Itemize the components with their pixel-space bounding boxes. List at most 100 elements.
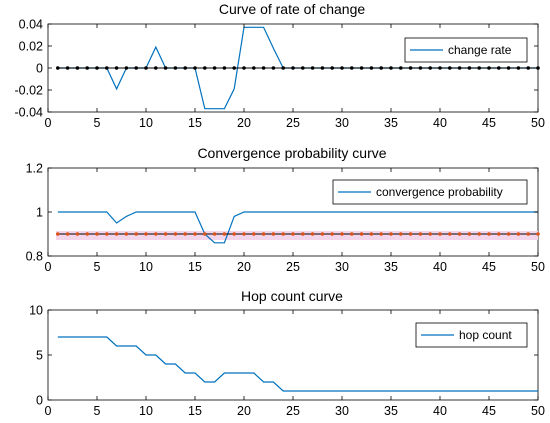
marker-point	[516, 66, 521, 70]
x-tick-label: 15	[188, 260, 202, 274]
marker-point	[173, 66, 178, 70]
marker-point	[448, 232, 452, 236]
marker-point	[399, 232, 403, 236]
marker-point	[134, 66, 138, 70]
marker-point	[536, 232, 540, 236]
y-tick-label: -0.04	[15, 106, 44, 120]
series-line-convergence-probability	[57, 211, 538, 244]
marker-point	[203, 66, 207, 70]
marker-point	[252, 66, 256, 70]
marker-point	[56, 66, 60, 70]
x-tick-label: 10	[139, 116, 153, 130]
marker-point	[526, 66, 530, 70]
marker-point	[261, 232, 266, 236]
y-tick-label: 1	[36, 206, 43, 220]
x-tick-label: 10	[139, 260, 153, 274]
marker-point	[65, 66, 70, 70]
marker-point	[261, 66, 266, 70]
x-tick-label: 25	[286, 260, 300, 274]
legend-hop-count: hop count	[415, 322, 528, 348]
x-tick-label: 40	[433, 260, 447, 274]
panel-hop-count: Hop count curve hop count 0 5 10 15 20 25 30 35…	[29, 288, 545, 418]
x-tick-label: 45	[482, 116, 496, 130]
x-tick-label: 40	[433, 116, 447, 130]
x-tick-label: 0	[45, 116, 52, 130]
marker-point	[467, 66, 472, 70]
y-tick-label: 0	[36, 394, 43, 408]
plot-hop-count	[57, 336, 538, 392]
marker-point	[310, 66, 315, 70]
marker-point	[291, 232, 295, 236]
y-tick-label: 10	[29, 304, 43, 318]
marker-point	[281, 66, 286, 70]
marker-point	[301, 232, 305, 236]
x-tick-label: 50	[531, 116, 545, 130]
x-tick-label: 30	[335, 116, 349, 130]
x-tick-label: 35	[384, 404, 398, 418]
marker-point	[75, 66, 80, 70]
x-tick-label: 5	[94, 116, 101, 130]
x-tick-label: 25	[286, 116, 300, 130]
x-tick-label: 5	[94, 404, 101, 418]
marker-point	[242, 232, 246, 236]
x-tick-label: 50	[531, 260, 545, 274]
marker-point	[340, 66, 344, 70]
marker-point	[301, 66, 305, 70]
x-tick-label: 15	[188, 116, 202, 130]
x-tick-label: 45	[482, 404, 496, 418]
title-convergence-probability: Convergence probability curve	[197, 145, 386, 161]
x-tick-label: 30	[335, 404, 349, 418]
marker-point	[95, 66, 99, 70]
marker-point	[105, 232, 109, 236]
marker-point	[252, 232, 256, 236]
y-tick-label: 0.02	[19, 40, 43, 54]
marker-point	[134, 232, 138, 236]
x-tick-label: 20	[237, 116, 251, 130]
marker-point	[438, 66, 442, 70]
marker-point	[124, 66, 129, 70]
x-tick-label: 35	[384, 116, 398, 130]
marker-point	[124, 232, 129, 236]
marker-point	[359, 66, 364, 70]
marker-point	[457, 232, 462, 236]
marker-point	[222, 66, 227, 70]
y-tick-label: -0.02	[15, 84, 44, 98]
marker-point	[105, 66, 109, 70]
plot-rate-of-change	[56, 26, 540, 110]
marker-point	[183, 66, 187, 70]
marker-point	[85, 66, 89, 70]
marker-point	[399, 66, 403, 70]
x-tick-label: 40	[433, 404, 447, 418]
marker-point	[330, 66, 335, 70]
marker-point	[163, 66, 168, 70]
marker-point	[497, 66, 501, 70]
marker-point	[487, 232, 491, 236]
marker-point	[85, 232, 89, 236]
marker-point	[212, 232, 217, 236]
marker-point	[271, 232, 276, 236]
marker-point	[320, 232, 325, 236]
marker-point	[95, 232, 99, 236]
legend-rate-of-change: change rate	[404, 37, 528, 63]
y-tick-label: 0	[36, 62, 43, 76]
y-tick-label: 0.04	[19, 18, 43, 32]
marker-point	[193, 66, 197, 70]
marker-point	[183, 232, 187, 236]
marker-point	[154, 232, 158, 236]
marker-point	[448, 66, 452, 70]
marker-point	[212, 66, 217, 70]
plot-convergence-probability	[56, 211, 540, 244]
x-tick-label: 35	[384, 260, 398, 274]
x-tick-label: 25	[286, 404, 300, 418]
x-tick-label: 20	[237, 404, 251, 418]
y-tick-label: 5	[36, 349, 43, 363]
marker-point	[359, 232, 364, 236]
marker-point	[320, 66, 325, 70]
marker-point	[379, 232, 384, 236]
marker-point	[232, 232, 236, 236]
x-tick-label: 20	[237, 260, 251, 274]
marker-point	[222, 232, 227, 236]
marker-point	[350, 66, 354, 70]
marker-point	[193, 232, 197, 236]
marker-point	[457, 66, 462, 70]
